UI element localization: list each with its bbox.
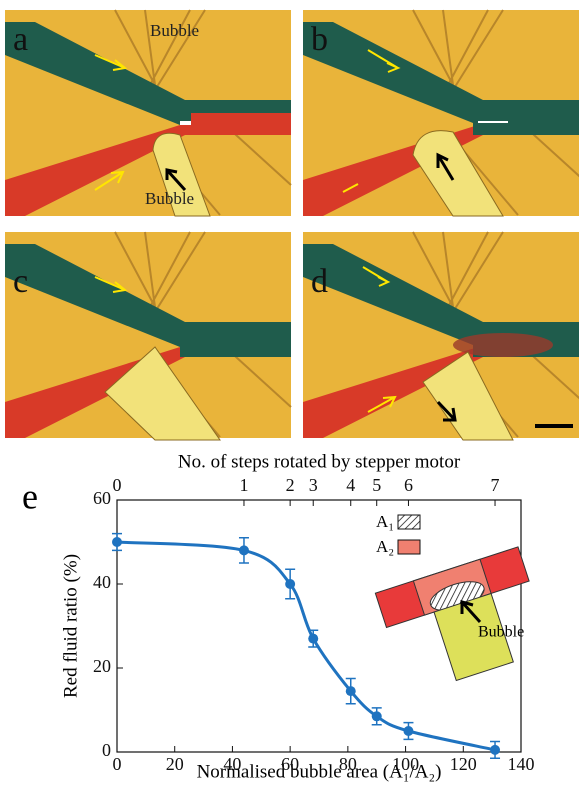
data-point <box>285 579 295 589</box>
annotation: Bubble <box>145 189 194 208</box>
top-tick-label: 7 <box>491 475 500 495</box>
inset-label: Bubble <box>478 624 524 641</box>
data-point <box>308 634 318 644</box>
legend-label: A₂ <box>376 537 394 556</box>
legend-label: A₁ <box>376 512 394 531</box>
x-tick-label: 20 <box>166 754 184 774</box>
x-tick-label: 60 <box>281 754 299 774</box>
top-tick-label: 5 <box>372 475 381 495</box>
top-tick-label: 1 <box>239 475 248 495</box>
x-tick-label: 0 <box>113 754 122 774</box>
panel-label: d <box>311 263 328 300</box>
figure: a Bubble Bubble b c d e No. of steps rot… <box>0 0 579 783</box>
x-tick-label: 100 <box>392 754 419 774</box>
y-tick-label: 40 <box>93 572 111 592</box>
top-tick-label: 6 <box>404 475 413 495</box>
inset: A₁ A₂ Bubble <box>375 512 551 696</box>
data-point <box>239 545 249 555</box>
y-axis-label: Red fluid ratio (%) <box>60 554 81 698</box>
top-tick-label: 0 <box>113 475 122 495</box>
top-axis-label: No. of steps rotated by stepper motor <box>178 451 461 472</box>
top-tick-label: 2 <box>286 475 295 495</box>
top-tick-label: 4 <box>346 475 355 495</box>
panel-label: a <box>13 21 28 58</box>
data-point <box>403 726 413 736</box>
x-tick-label: 120 <box>450 754 477 774</box>
top-tick-label: 3 <box>309 475 318 495</box>
annotation: Bubble <box>150 21 199 40</box>
panel-label: c <box>13 263 28 300</box>
panel-d: d <box>303 232 579 440</box>
panel-a: a Bubble Bubble <box>5 10 291 216</box>
y-tick-label: 0 <box>102 740 111 760</box>
y-tick-label: 20 <box>93 656 111 676</box>
y-tick-label: 60 <box>93 488 111 508</box>
x-tick-label: 40 <box>223 754 241 774</box>
x-tick-label: 140 <box>508 754 535 774</box>
data-point <box>490 745 500 755</box>
x-tick-label: 80 <box>339 754 357 774</box>
data-point <box>372 711 382 721</box>
panel-b: b <box>303 10 579 216</box>
data-point <box>112 537 122 547</box>
panel-c: c <box>5 232 291 440</box>
panel-label: e <box>22 476 38 516</box>
legend-swatch <box>398 515 420 529</box>
legend-swatch <box>398 540 420 554</box>
data-point <box>346 686 356 696</box>
panel-label: b <box>311 21 328 58</box>
